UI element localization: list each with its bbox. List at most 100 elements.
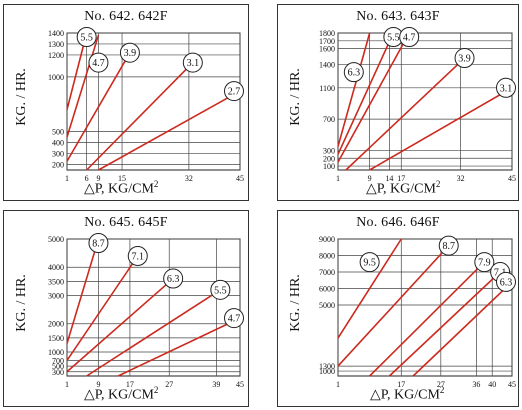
chart-title: No. 643. 643F: [356, 9, 440, 24]
x-tick-label: 27: [437, 380, 445, 389]
series-line: [337, 238, 402, 339]
y-tick-label: 3500: [48, 277, 64, 286]
series-line: [412, 281, 513, 377]
x-tick-label: 45: [508, 380, 516, 389]
series-line: [86, 62, 194, 171]
y-tick-label: 1000: [48, 348, 64, 357]
y-tick-label: 9000: [319, 235, 335, 244]
chart-title: No. 642. 642F: [84, 9, 168, 24]
x-tick-label: 1: [336, 380, 340, 389]
series-label: 7.1: [494, 268, 507, 279]
series-line: [86, 289, 221, 377]
x-axis-label-sup: 2: [439, 385, 445, 395]
y-tick-label: 400: [52, 139, 64, 148]
series-label: 8.7: [92, 239, 105, 250]
y-tick-label: 5000: [48, 235, 64, 244]
x-tick-label: 6: [85, 174, 89, 183]
chart-title: No. 645. 645F: [84, 215, 168, 230]
y-tick-label: 1800: [319, 29, 335, 38]
series-line: [345, 57, 466, 171]
x-tick-label: 1: [65, 174, 69, 183]
y-tick-label: 500: [52, 128, 64, 137]
x-tick-label: 32: [457, 174, 465, 183]
series-label-circle: [127, 245, 148, 266]
series-label: 5.5: [387, 33, 400, 44]
series-label: 6.3: [167, 274, 180, 285]
x-tick-label: 32: [185, 174, 193, 183]
y-tick-label: 1000: [319, 367, 335, 376]
series-line: [388, 271, 501, 377]
series-label-circle: [88, 233, 109, 253]
y-tick-label: 300: [323, 146, 335, 155]
y-tick-label: 7000: [319, 268, 335, 277]
x-tick-label: 45: [236, 380, 244, 389]
series-label: 4.7: [403, 33, 416, 44]
y-tick-label: 1300: [319, 362, 335, 371]
series-line: [66, 34, 100, 138]
series-label: 6.3: [500, 277, 513, 288]
y-tick-label: 1400: [319, 60, 335, 69]
series-label: 5.5: [80, 33, 93, 44]
x-tick-label: 40: [488, 380, 496, 389]
series-line: [66, 52, 131, 162]
chart-panel-645: No. 645. 645F KG. / HR. 1 9 17 27 39 45 300 500…: [3, 210, 249, 407]
y-tick-label: 700: [323, 115, 335, 124]
x-tick-label: 9: [96, 174, 100, 183]
y-tick-label: 1000: [48, 73, 64, 82]
x-axis-label-sup: 2: [153, 385, 159, 395]
x-axis-label-text: △P, KG/CM: [366, 181, 436, 197]
y-tick-label: 300: [52, 150, 64, 159]
y-tick-label: 500: [52, 362, 64, 371]
x-axis-label: △P, KG/CM2: [84, 385, 158, 404]
y-tick-label: 3000: [48, 291, 64, 300]
series-label-circle: [210, 279, 231, 300]
y-tick-label: 1100: [319, 84, 335, 93]
series-label-circle: [76, 27, 97, 47]
chart-panel-646: No. 646. 646F KG. / HR. 1 17 27 36 40 45 1000 1…: [277, 210, 519, 407]
series-line: [337, 32, 371, 147]
x-axis-label: △P, KG/CM2: [84, 179, 158, 198]
x-tick-label: 9: [96, 380, 100, 389]
series-label-circle: [88, 52, 109, 73]
x-tick-label: 9: [368, 174, 372, 183]
series-label-circle: [182, 52, 203, 73]
x-axis-label-sup: 2: [435, 179, 441, 189]
series-label-circle: [119, 42, 140, 63]
x-tick-label: 39: [212, 380, 220, 389]
y-tick-label: 2000: [48, 320, 64, 329]
x-tick-label: 1: [65, 380, 69, 389]
x-axis-label-sup: 2: [153, 179, 159, 189]
series-label-circle: [343, 62, 364, 83]
series-label: 7.1: [132, 251, 145, 262]
y-tick-label: 1300: [48, 40, 64, 49]
y-tick-label: 8000: [319, 252, 335, 261]
series-label: 3.1: [187, 58, 200, 69]
y-tick-label: 1600: [319, 45, 335, 54]
y-tick-label: 1700: [319, 37, 335, 46]
x-tick-label: 27: [165, 380, 173, 389]
chart-panel-642: No. 642. 642F KG. / HR. 1 6 9 15 32 45 200 300 4…: [3, 4, 249, 201]
series-line: [66, 277, 174, 373]
x-axis-label: △P, KG/CM2: [370, 385, 444, 404]
series-label: 6.3: [348, 68, 361, 79]
x-tick-label: 15: [118, 174, 126, 183]
chart-panel-643: No. 643. 643F KG. / HR. 1 9 14 17 32 45 100 200…: [277, 4, 519, 201]
y-tick-label: 5000: [319, 301, 335, 310]
series-label: 2.7: [228, 87, 241, 98]
chart-title: No. 646. 646F: [356, 215, 440, 230]
y-tick-label: 1400: [48, 29, 64, 38]
x-tick-label: 36: [472, 380, 480, 389]
y-tick-label: 1500: [48, 334, 64, 343]
y-tick-label: 1200: [48, 51, 64, 60]
x-tick-label: 17: [126, 380, 134, 389]
x-tick-label: 1: [336, 174, 340, 183]
series-label: 3.9: [458, 54, 471, 65]
y-tick-label: 100: [323, 162, 335, 171]
x-tick-label: 17: [397, 174, 405, 183]
x-tick-label: 45: [508, 174, 516, 183]
series-label: 8.7: [442, 241, 455, 252]
series-label: 3.9: [124, 48, 137, 59]
series-label: 4.7: [92, 58, 105, 69]
